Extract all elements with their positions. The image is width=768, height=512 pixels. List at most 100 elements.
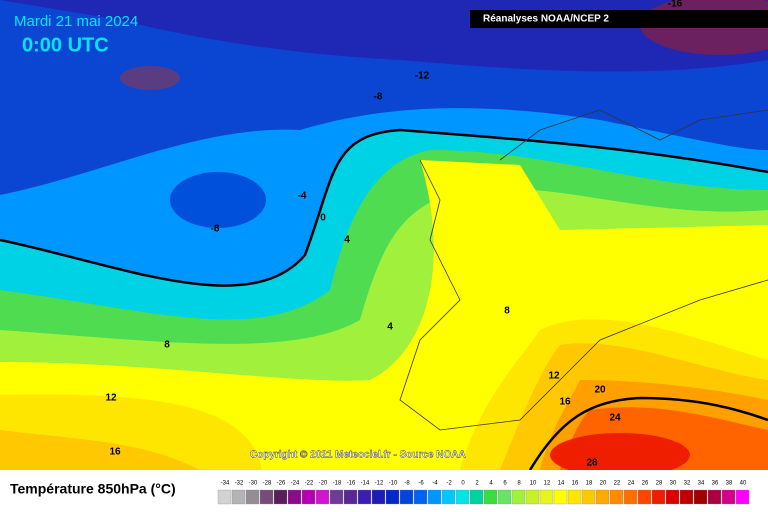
legend-label: -6	[418, 481, 424, 487]
legend-swatch	[721, 489, 736, 505]
legend-label: -24	[291, 481, 300, 487]
legend-label: -26	[277, 481, 286, 487]
contour-label: 28	[586, 458, 598, 469]
legend-label: -16	[347, 481, 356, 487]
temperature-field	[0, 0, 768, 477]
legend-swatch	[217, 489, 232, 505]
legend-label: -32	[235, 481, 244, 487]
legend-swatch	[567, 489, 582, 505]
legend-swatch	[637, 489, 652, 505]
contour-label: -16	[668, 0, 683, 10]
legend-label: 12	[544, 481, 551, 487]
contour-label: 4	[387, 322, 393, 333]
legend-swatch	[497, 489, 512, 505]
date: Mardi 21 mai 2024	[14, 13, 138, 30]
legend-swatch	[399, 489, 414, 505]
legend-label: 32	[684, 481, 691, 487]
legend-label: 10	[530, 481, 537, 487]
contour-label: 12	[548, 371, 560, 382]
legend-swatch	[525, 489, 540, 505]
legend-label: 16	[572, 481, 579, 487]
legend-swatch	[483, 489, 498, 505]
legend-label: 26	[642, 481, 649, 487]
legend-label: 6	[503, 481, 507, 487]
legend-swatch	[301, 489, 316, 505]
contour-label: 4	[344, 235, 350, 246]
contour-label: 8	[504, 306, 510, 317]
legend-swatch	[259, 489, 274, 505]
legend-label: 18	[586, 481, 593, 487]
legend-swatch	[245, 489, 260, 505]
legend-swatch	[413, 489, 428, 505]
legend-swatch	[329, 489, 344, 505]
legend-label: -12	[375, 481, 384, 487]
contour-label: 12	[105, 393, 117, 404]
legend-label: 20	[600, 481, 607, 487]
legend-swatch	[623, 489, 638, 505]
legend-label: -8	[404, 481, 410, 487]
contour-label: -4	[298, 191, 307, 202]
legend-label: -22	[305, 481, 314, 487]
legend-swatch	[693, 489, 708, 505]
legend-label: 28	[656, 481, 663, 487]
legend-swatch	[469, 489, 484, 505]
legend-label: 22	[614, 481, 621, 487]
legend-label: 30	[670, 481, 677, 487]
legend-swatch	[455, 489, 470, 505]
legend-swatch	[595, 489, 610, 505]
legend-swatch	[679, 489, 694, 505]
contour-label: 16	[559, 397, 571, 408]
legend-label: -30	[249, 481, 258, 487]
legend-label: -14	[361, 481, 370, 487]
legend-label: 34	[698, 481, 705, 487]
contour-label: 8	[164, 340, 170, 351]
legend-swatch	[315, 489, 330, 505]
legend-label: 38	[726, 481, 733, 487]
contour-label: -12	[415, 71, 430, 82]
legend-swatch	[441, 489, 456, 505]
legend-label: 0	[461, 481, 465, 487]
time: 0:00 UTC	[22, 34, 109, 56]
legend-swatch	[651, 489, 666, 505]
legend-label: -4	[432, 481, 438, 487]
legend-label: 24	[628, 481, 635, 487]
legend-title: Température 850hPa (°C)	[10, 481, 176, 497]
source: Réanalyses NOAA/NCEP 2	[483, 14, 609, 25]
contour-label: 24	[609, 413, 621, 424]
legend-swatch	[287, 489, 302, 505]
source-box	[470, 10, 768, 28]
legend-swatch	[231, 489, 246, 505]
contour-label: 0	[320, 213, 326, 224]
legend-swatch	[385, 489, 400, 505]
contour-label: -8	[211, 224, 220, 235]
contour-label: -8	[374, 92, 383, 103]
legend-swatch	[707, 489, 722, 505]
legend-swatch	[581, 489, 596, 505]
contour-label: 16	[109, 447, 121, 458]
legend-label: -10	[389, 481, 398, 487]
legend-label: -2	[446, 481, 452, 487]
legend-swatch	[357, 489, 372, 505]
legend-swatch	[735, 489, 750, 505]
legend-label: 8	[517, 481, 521, 487]
legend-swatch	[273, 489, 288, 505]
legend-label: 40	[740, 481, 747, 487]
legend-label: -20	[319, 481, 328, 487]
copyright: Copyright © 2021 Meteociel.fr - Source N…	[250, 450, 466, 461]
legend-swatch	[539, 489, 554, 505]
legend-label: 36	[712, 481, 719, 487]
legend-label: 4	[489, 481, 493, 487]
legend-swatch	[665, 489, 680, 505]
legend-swatch	[553, 489, 568, 505]
legend-label: -28	[263, 481, 272, 487]
contour-label: 20	[594, 385, 606, 396]
legend-swatch	[343, 489, 358, 505]
legend-swatch	[609, 489, 624, 505]
legend-label: -18	[333, 481, 342, 487]
legend-swatch	[427, 489, 442, 505]
legend-label: -34	[221, 481, 230, 487]
legend-swatch	[371, 489, 386, 505]
legend-label: 2	[475, 481, 479, 487]
legend-swatch	[511, 489, 526, 505]
